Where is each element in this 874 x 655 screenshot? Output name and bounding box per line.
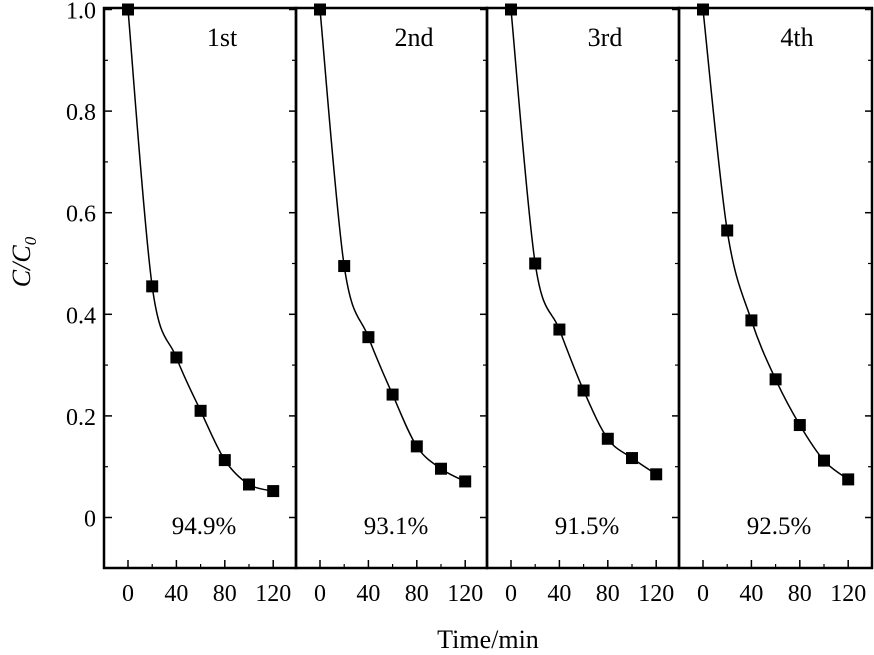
- data-point: [362, 331, 375, 344]
- data-point: [577, 384, 590, 397]
- data-point: [721, 224, 734, 237]
- x-tick-label: 80: [213, 581, 237, 607]
- y-tick-label: 0.2: [66, 405, 96, 431]
- x-tick-label: 120: [638, 581, 674, 607]
- y-axis-title-main: C/C: [7, 245, 36, 288]
- x-tick-label: 80: [788, 581, 812, 607]
- data-point: [194, 404, 207, 417]
- data-point: [842, 473, 855, 486]
- panel-3: 0 40 80 120 3rd 91.5%: [485, 3, 681, 607]
- data-point: [386, 388, 399, 401]
- x-tick-label: 120: [830, 581, 866, 607]
- x-tick-label: 0: [122, 581, 134, 607]
- data-point: [459, 475, 472, 488]
- x-tick-label: 0: [314, 581, 326, 607]
- data-point: [745, 314, 758, 327]
- y-axis-title: C/C0: [7, 236, 40, 287]
- data-point: [170, 351, 183, 364]
- data-point: [529, 257, 542, 270]
- data-point: [553, 323, 566, 336]
- series-line-3: [510, 9, 657, 475]
- panel-frame: [102, 6, 298, 570]
- panel-frame: [294, 6, 489, 570]
- data-point: [146, 280, 159, 293]
- x-tick-label: 40: [547, 581, 571, 607]
- data-point: [601, 432, 614, 445]
- panel-frame: [485, 6, 681, 570]
- series-line-2: [319, 9, 466, 483]
- x-tick-label: 0: [697, 581, 709, 607]
- y-tick-label: 0.4: [66, 303, 96, 329]
- panel-4: 0 40 80 120 4th 92.5%: [677, 3, 874, 607]
- removal-percentage: 93.1%: [364, 513, 429, 540]
- series-line-4: [702, 9, 849, 481]
- panel-label: 1st: [207, 23, 238, 52]
- data-point: [218, 454, 231, 467]
- x-tick-label: 0: [505, 581, 517, 607]
- data-point: [769, 373, 782, 386]
- data-point: [650, 468, 663, 481]
- panel-1: 0 40 80 120 1st 94.9%: [102, 3, 298, 607]
- data-point: [122, 3, 134, 16]
- data-point: [243, 478, 255, 491]
- x-tick-label: 120: [447, 581, 483, 607]
- panel-label: 3rd: [588, 23, 623, 52]
- y-tick-label: 0.6: [66, 202, 96, 228]
- removal-percentage: 91.5%: [555, 513, 620, 540]
- data-point: [818, 454, 830, 467]
- panels-layer: 0 40 80 120 1st 94.9% 0 40 80 120 2nd 93.1% 0 40 80 120…: [102, 3, 874, 607]
- x-axis-title: Time/min: [437, 625, 539, 654]
- x-tick-label: 40: [356, 581, 380, 607]
- data-point: [697, 3, 709, 16]
- data-point: [793, 419, 806, 432]
- y-axis: 0 0.2 0.4 0.6 0.8 1.0: [66, 0, 112, 533]
- data-point: [410, 440, 423, 453]
- x-tick-label: 120: [255, 581, 291, 607]
- x-tick-label: 80: [405, 581, 429, 607]
- panel-2: 0 40 80 120 2nd 93.1%: [294, 3, 489, 607]
- y-tick-label: 0: [84, 507, 96, 533]
- data-point: [314, 3, 326, 16]
- data-point: [505, 3, 517, 16]
- data-point: [267, 485, 280, 498]
- x-tick-label: 80: [596, 581, 620, 607]
- removal-percentage: 94.9%: [172, 513, 237, 540]
- y-axis-title-sub: 0: [21, 236, 40, 245]
- y-tick-label: 0.8: [66, 100, 96, 126]
- x-tick-label: 40: [739, 581, 763, 607]
- x-tick-label: 40: [164, 581, 188, 607]
- removal-percentage: 92.5%: [747, 513, 812, 540]
- data-point: [338, 260, 351, 273]
- panel-label: 2nd: [395, 23, 434, 52]
- data-point: [435, 462, 447, 475]
- y-tick-label: 1.0: [66, 0, 96, 25]
- series-line-1: [127, 9, 274, 492]
- panel-label: 4th: [780, 23, 813, 52]
- data-point: [626, 452, 638, 465]
